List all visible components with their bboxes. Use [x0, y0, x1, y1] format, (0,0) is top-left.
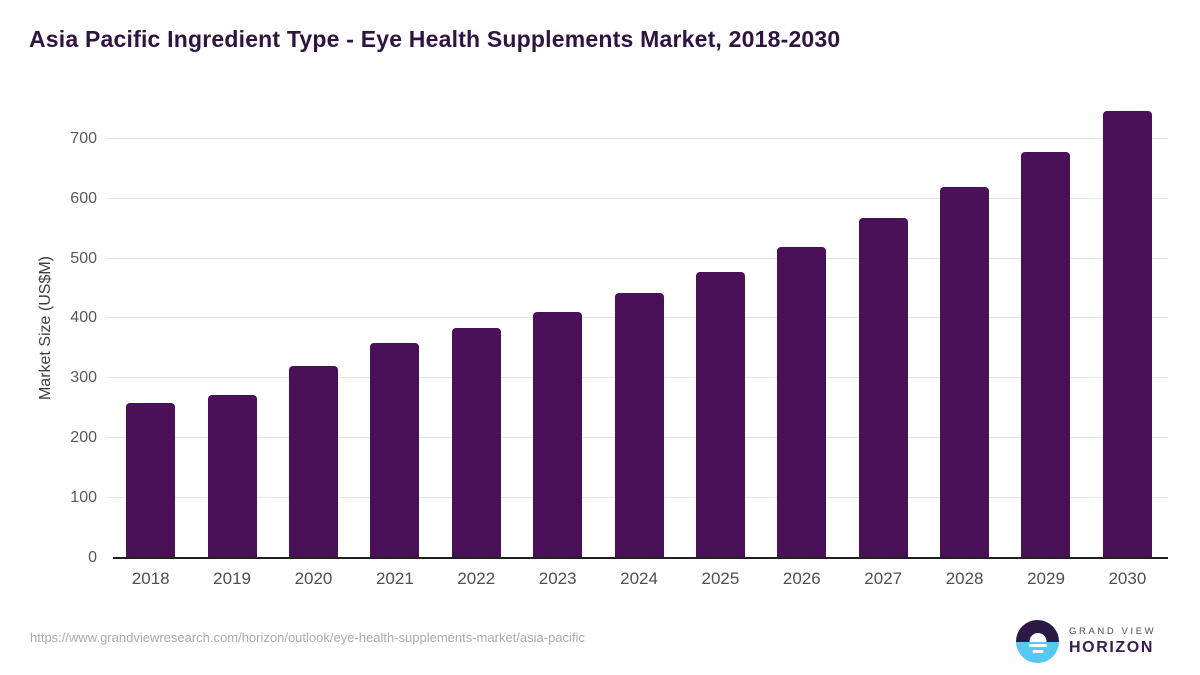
- y-tick-label-700: 700: [70, 129, 97, 147]
- bar-2027: [858, 217, 908, 558]
- bar-2028: [940, 187, 990, 558]
- bar-2019: [207, 395, 257, 558]
- bar-cell-2022: [436, 98, 517, 558]
- bar-2020: [288, 366, 338, 558]
- bar-2029: [1021, 151, 1071, 558]
- x-tick-label-2029: 2029: [1027, 569, 1065, 588]
- bar-cell-2027: [843, 98, 924, 558]
- horizon-sunrise-icon: [1016, 620, 1059, 663]
- x-tick-label-2022: 2022: [457, 569, 496, 588]
- bar-2022: [451, 328, 501, 558]
- y-tick-label-500: 500: [70, 249, 97, 267]
- y-tick-label-0: 0: [88, 549, 97, 566]
- x-tick-label-2018: 2018: [131, 569, 170, 588]
- bar-cell-2024: [598, 98, 679, 558]
- icon-reflection-line-2: [1032, 649, 1043, 653]
- bar-2025: [695, 271, 745, 558]
- y-tick-label-400: 400: [70, 309, 97, 327]
- x-tick-label-2028: 2028: [945, 569, 984, 588]
- bar-cell-2030: [1087, 98, 1168, 558]
- chart-title: Asia Pacific Ingredient Type - Eye Healt…: [29, 26, 841, 52]
- x-tick-label-2020: 2020: [294, 569, 333, 588]
- x-tick-label-2024: 2024: [620, 569, 658, 588]
- bar-cell-2028: [924, 98, 1005, 558]
- logo-brand-line: GRAND VIEW: [1069, 626, 1157, 637]
- x-tick-label-2027: 2027: [864, 569, 903, 588]
- x-tick-label-2019: 2019: [213, 569, 251, 588]
- grand-view-horizon-logo: GRAND VIEW HORIZON: [1016, 620, 1156, 663]
- bar-cell-2019: [191, 98, 272, 558]
- bar-2026: [777, 246, 827, 558]
- y-tick-label-600: 600: [70, 189, 97, 207]
- bar-cell-2029: [1005, 98, 1086, 558]
- bars-row: [110, 98, 1168, 558]
- bar-2018: [126, 403, 176, 558]
- bar-cell-2018: [110, 98, 191, 558]
- gridline-500: [107, 257, 1168, 259]
- icon-sun-shape: [1029, 632, 1046, 642]
- plot-area: 2018 2019 2020 2021 2022 2023 2024 2025 2026 2027…: [70, 98, 1168, 588]
- y-tick-label-300: 300: [70, 369, 97, 387]
- gridline-600: [107, 197, 1168, 199]
- x-tick-label-2021: 2021: [375, 569, 414, 588]
- bar-cell-2026: [761, 98, 842, 558]
- x-tick-label-2030: 2030: [1108, 569, 1147, 588]
- bar-cell-2020: [273, 98, 354, 558]
- icon-sky-half: [1016, 620, 1059, 642]
- source-url: https://www.grandviewresearch.com/horizo…: [30, 630, 585, 645]
- x-tick-label-2023: 2023: [538, 569, 577, 588]
- logo-text: GRAND VIEW HORIZON: [1069, 626, 1156, 657]
- bar-2024: [614, 292, 664, 558]
- x-tick-label-2025: 2025: [701, 569, 740, 588]
- gridline-700: [107, 137, 1168, 139]
- x-axis-labels: 2018 2019 2020 2021 2022 2023 2024 2025 2026 2027…: [110, 569, 1168, 589]
- bar-2021: [370, 342, 420, 558]
- icon-reflection-line-1: [1028, 644, 1047, 648]
- x-axis-line: [113, 557, 1168, 559]
- bar-cell-2021: [354, 98, 435, 558]
- logo-product-line: HORIZON: [1069, 639, 1154, 656]
- bar-cell-2023: [517, 98, 598, 558]
- bar-cell-2025: [680, 98, 761, 558]
- y-tick-label-200: 200: [70, 429, 97, 447]
- bar-2030: [1102, 111, 1152, 558]
- x-tick-label-2026: 2026: [782, 569, 821, 588]
- y-tick-label-100: 100: [70, 489, 97, 507]
- bar-2023: [533, 312, 583, 558]
